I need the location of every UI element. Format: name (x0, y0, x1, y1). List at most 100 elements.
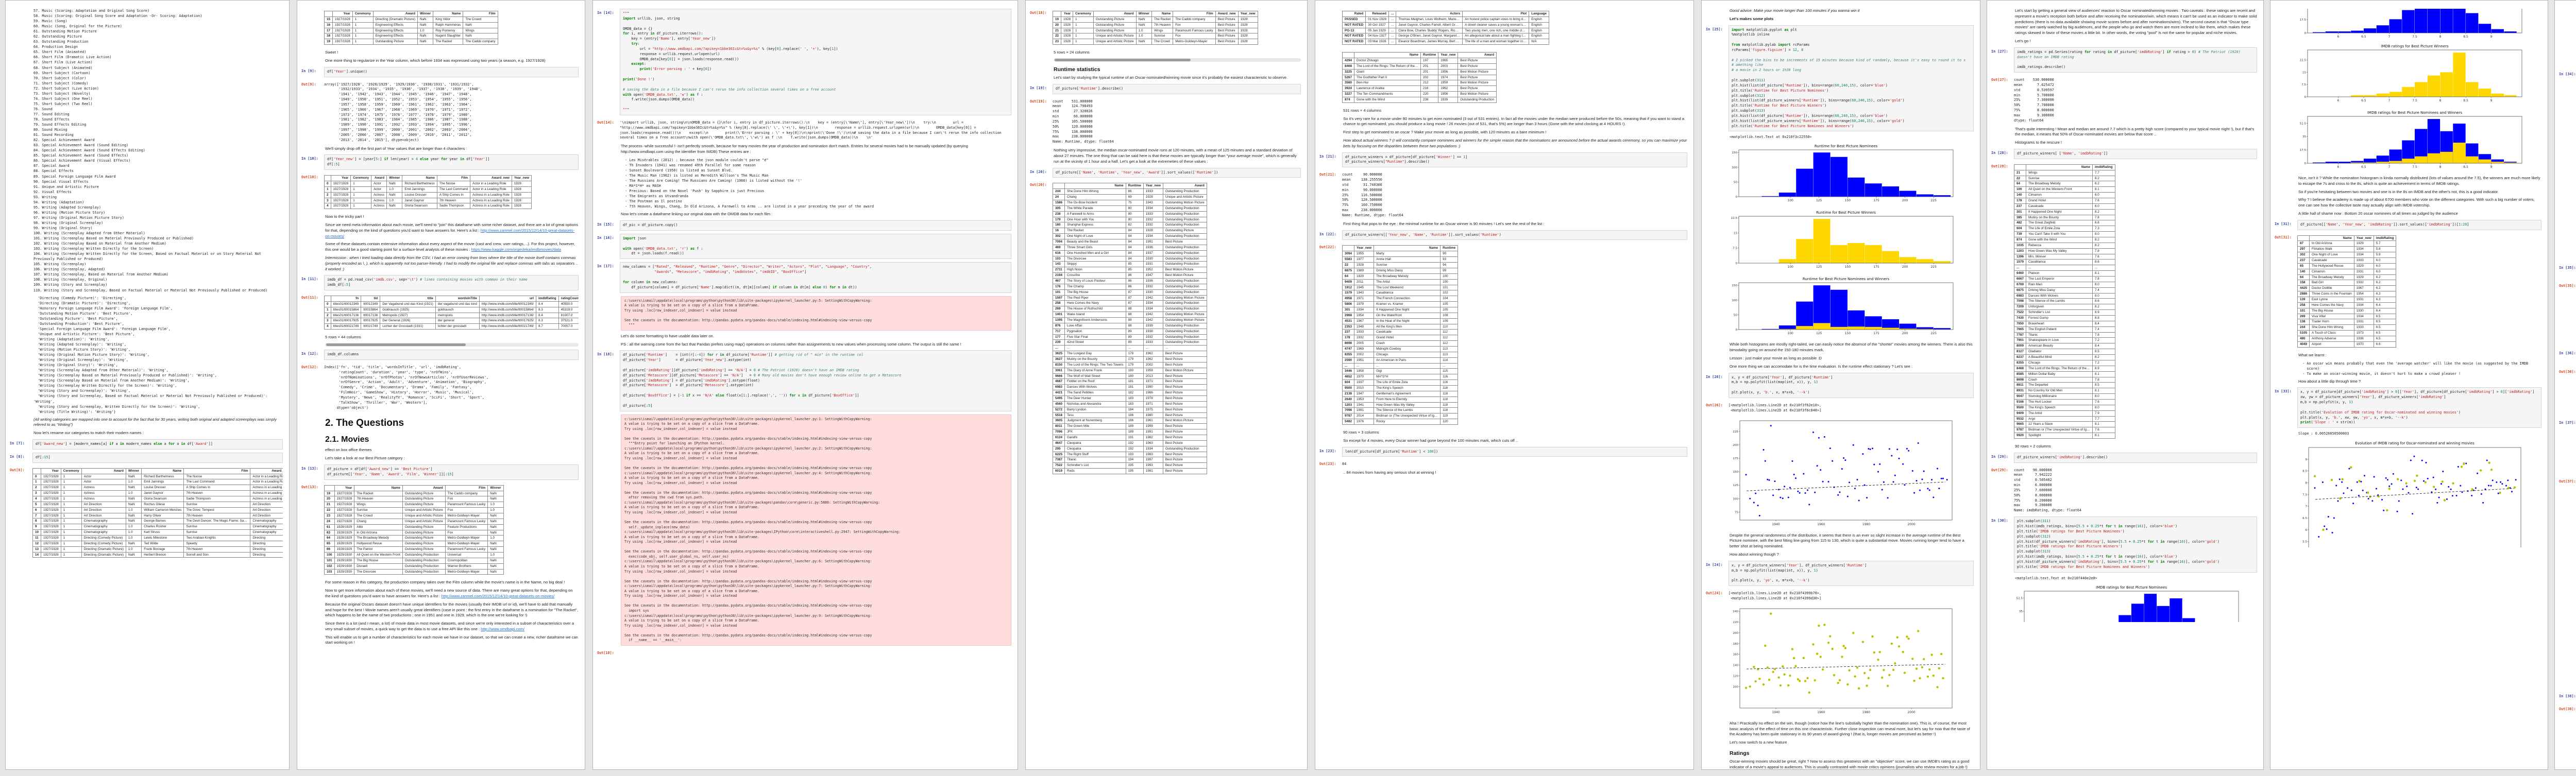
table-cell: 64 (324, 535, 335, 542)
table-cell: 1934 (1143, 445, 1163, 452)
code-box: df_picture['Runtime'] = [int(r[:-4]) for… (620, 350, 1011, 411)
table-cell: Actor (81, 473, 126, 480)
table-cell: 1927/1928 (41, 485, 61, 491)
table-row: 1203 1941 How Green Was My Valley 118 (1342, 402, 1459, 408)
table-row: 0 1927/1928 1 Actor NaN Richard Barthelmess Th… (324, 181, 532, 187)
table-cell: 3625 (1053, 351, 1065, 357)
code-cell: Rated Released... Actors Plot Language PASSED… (1319, 9, 1687, 47)
h-scrollbar[interactable] (325, 342, 579, 347)
table-row: 3625 The Longest Day 178 1962 Best Picture (1053, 351, 1207, 357)
table-cell: Speedy (183, 540, 251, 547)
h-scrollbar-thumb[interactable] (326, 343, 466, 346)
table-cell: 88 (1125, 322, 1144, 329)
svg-text:6: 6 (2305, 529, 2307, 532)
table-row: 176 The Champ 86 1932 Outstanding Production (1053, 283, 1207, 290)
table-cell: Cinematography (250, 529, 283, 536)
paragraph: 5 rows × 44 columns (325, 335, 361, 340)
table-cell: 385 (2014, 214, 2027, 221)
table-cell: 118 (1440, 385, 1459, 391)
svg-text:100: 100 (1732, 299, 1737, 302)
table-cell: Art Direction (250, 507, 283, 513)
code-input-label: In [16]: (597, 235, 614, 240)
table-cell: Kramer vs. Kramer (1374, 301, 1441, 307)
column-header: imdbRating (2373, 235, 2397, 242)
hyperlink[interactable]: http://www.zanmel.com/2015/12/14/10-grea… (441, 593, 555, 598)
table-cell: 1954 (1354, 312, 1375, 319)
svg-text:6.5: 6.5 (2302, 517, 2307, 520)
table-cell: The Ox-Bow Incident (1064, 199, 1126, 206)
table-cell: 1929 (2353, 263, 2374, 269)
table-cell: The Pied Piper (1064, 295, 1126, 301)
table-cell: 9500 (1342, 385, 1355, 391)
table-cell: You Can't Take It with You (2026, 231, 2093, 238)
output-label: Out[11]: (301, 296, 318, 300)
table-cell: 1934 (1354, 306, 1375, 313)
table-cell: 1962 (1143, 356, 1163, 363)
table-cell: 21 (1053, 27, 1062, 34)
table-cell: 1955 (1354, 251, 1375, 257)
table-row: 6875 1989 Driving Miss Daisy 99 (1342, 267, 1459, 274)
table-cell: The Noose (436, 181, 471, 187)
table-cell: Directing (Dramatic Picture) (372, 16, 418, 23)
table-row: 19 1928 1 Outstanding Picture NaN The Racket T… (1053, 16, 1258, 23)
table-cell: 8.0 (2092, 393, 2115, 400)
table-cell: http://www.imdb.com/title/tt0021749/ (479, 323, 537, 330)
table-cell: 212 (1420, 80, 1439, 87)
table-cell: 1942 (1143, 312, 1163, 318)
hyperlink[interactable]: https://www.kaggle.com/orgesleka/imdbmov… (471, 247, 561, 252)
h-scrollbar-thumb[interactable] (1055, 58, 1191, 61)
code-input-label: In [7]: (10, 441, 25, 445)
dataframe-table: fn tid title wordsInTitle url imdbRating ratin… (324, 296, 579, 330)
svg-text:6.5: 6.5 (2361, 165, 2366, 169)
svg-text:125: 125 (1816, 199, 1822, 202)
code-cell: Out[35]:count 243.000000 mean 80.946502 … (2559, 282, 2576, 330)
table-cell: The Last Command (183, 479, 251, 486)
paragraph: How about winning though ? (1730, 552, 1779, 557)
column-header: Award (372, 11, 418, 17)
table-cell: 1967 (1354, 318, 1375, 324)
table-cell: Best Picture (1162, 401, 1207, 407)
hyperlink[interactable]: http://www.zanmel.com/2015/12/14/10-grea… (325, 228, 575, 238)
table-cell: The Great Ziegfeld (2026, 220, 2093, 227)
h-scrollbar[interactable] (1054, 58, 1301, 62)
table-cell: 1933 (1143, 339, 1163, 346)
table-cell: Clara Bow, Charles 'Buddy' Rogers, Richa… (1396, 27, 1463, 34)
table-cell: 8.8 (2092, 315, 2115, 321)
table-cell: Actress (371, 203, 387, 210)
table-cell: Crash (2026, 376, 2093, 383)
table-row: 7650 Braveheart 8.4 (2014, 320, 2115, 327)
table-row: 23 1927/1928 The Crowd Unique and Artistic … (324, 512, 504, 519)
table-cell: 1927/1928 (334, 496, 355, 503)
table-cell: Best Picture (1162, 351, 1207, 357)
svg-text:225: 225 (1930, 332, 1937, 335)
table-cell: 3446 (1342, 368, 1355, 375)
table-cell: 143 (1053, 261, 1065, 268)
hyperlink[interactable]: http://www.omdbapi.com/ (481, 626, 525, 631)
table-row: 1586 The Ox-Bow Incident 75 1943 Outstanding… (1053, 199, 1207, 206)
output-label: Out[26]: (1706, 403, 1723, 407)
table-cell: Metropolis (1927) (380, 312, 436, 319)
table-row: 305 The White Parade 80 1934 Outstanding Pro… (1053, 205, 1207, 212)
table-cell: 8.1 (2092, 186, 2115, 193)
table-row: 24 Chang 69 1928 Unique and Artistic Picture (1053, 194, 1207, 200)
table-cell: The Last Command (436, 186, 471, 193)
svg-text:200: 200 (1902, 199, 1908, 202)
table-cell: 1 (350, 186, 372, 193)
table-cell: Der General (1926) (380, 318, 436, 324)
table-cell: 1928/1929 (334, 524, 355, 530)
table-cell: Sunrise (183, 529, 251, 536)
table-cell: An honest police captain vows to bring d… (1462, 16, 1530, 23)
table-cell: 7.4 (2092, 287, 2115, 294)
code-cell: In [29]: df_picture_winners['imdbRating']… (1991, 452, 2257, 463)
table-row: 244 She Done Him Wrong 66 1933 Outstanding P… (1053, 188, 1207, 195)
table-cell: 4425 (2297, 285, 2310, 292)
table-row: 2590 1951 An American in Paris 114 (1342, 357, 1459, 364)
table-cell: 01 Nov 1928 (1365, 16, 1389, 23)
table-row: 21 1927/1928 Wings Outstanding Picture Param… (324, 502, 504, 508)
code-box: df_picture = df[df['Award_new'] == 'Best… (324, 464, 579, 480)
table-cell: 140 (2297, 268, 2310, 275)
table-cell: 1579 (1342, 290, 1355, 297)
table-cell: 8698 (2014, 376, 2027, 383)
table-cell: 8355 (2014, 359, 2027, 366)
